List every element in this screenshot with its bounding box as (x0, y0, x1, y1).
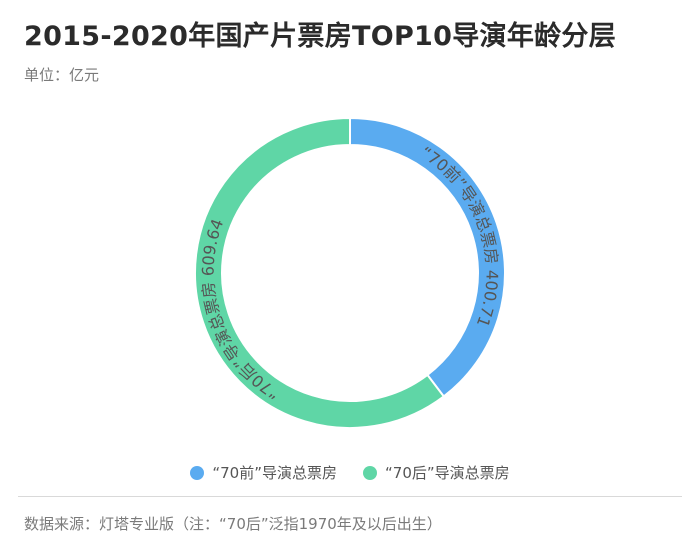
legend-swatch (363, 465, 377, 480)
donut-slice[interactable] (194, 116, 446, 429)
legend: “70前”导演总票房 “70后”导演总票房 (0, 462, 700, 483)
legend-swatch (190, 465, 205, 480)
source-note: 数据来源：灯塔专业版（注：“70后”泛指1970年及以后出生） (24, 515, 442, 533)
chart-title: 2015-2020年国产片票房TOP10导演年龄分层 (24, 21, 617, 52)
legend-label: “70后”导演总票房 (385, 464, 510, 482)
chart-subtitle: 单位：亿元 (24, 66, 100, 84)
legend-item-70-before[interactable]: “70前”导演总票房 (190, 462, 337, 483)
legend-label: “70前”导演总票房 (212, 464, 337, 482)
divider (18, 496, 682, 497)
donut-chart: “70前”导演总票房 400.71“70后”导演总票房 609.64 (194, 116, 506, 429)
legend-item-70-after[interactable]: “70后”导演总票房 (363, 462, 510, 483)
